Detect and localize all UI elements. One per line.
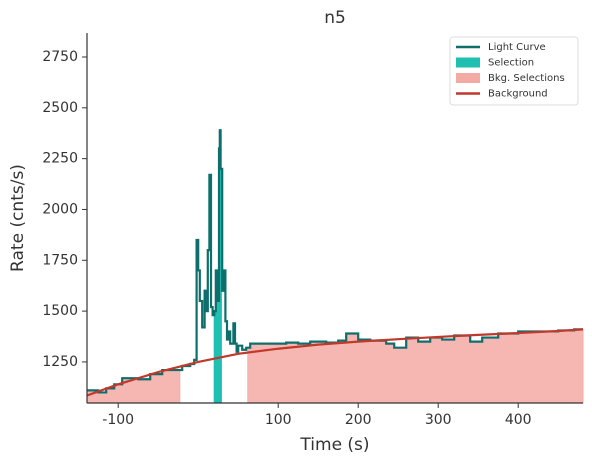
y-tick-label: 2250 <box>42 151 78 167</box>
selection <box>213 129 222 404</box>
legend-label: Light Curve <box>488 42 546 53</box>
bkg-selection <box>247 328 584 404</box>
y-tick-label: 1500 <box>42 303 78 319</box>
y-tick-label: 2750 <box>42 49 78 65</box>
legend-label: Background <box>488 89 548 100</box>
legend-box <box>449 36 579 106</box>
y-axis-label: Rate (cnts/s) <box>8 164 28 272</box>
light-curve <box>87 129 583 394</box>
x-axis-label: Time (s) <box>299 435 369 455</box>
y-tick-label: 1750 <box>42 252 78 268</box>
legend-label: Selection <box>488 58 534 69</box>
y-tick-label: 1250 <box>42 354 78 370</box>
chart-title: n5 <box>324 8 346 28</box>
y-tick-label: 2000 <box>42 201 78 217</box>
x-tick-label: -100 <box>102 412 134 428</box>
legend-label: Bkg. Selections <box>488 73 565 84</box>
x-tick-label: 200 <box>345 412 372 428</box>
y-tick-label: 2500 <box>42 100 78 116</box>
legend-swatch <box>456 73 480 83</box>
x-tick-label: 400 <box>505 412 532 428</box>
x-tick-label: 100 <box>265 412 292 428</box>
background-curve <box>86 328 584 397</box>
legend-swatch <box>456 57 480 68</box>
bkg-selection <box>86 369 181 404</box>
x-tick-label: 300 <box>425 412 452 428</box>
